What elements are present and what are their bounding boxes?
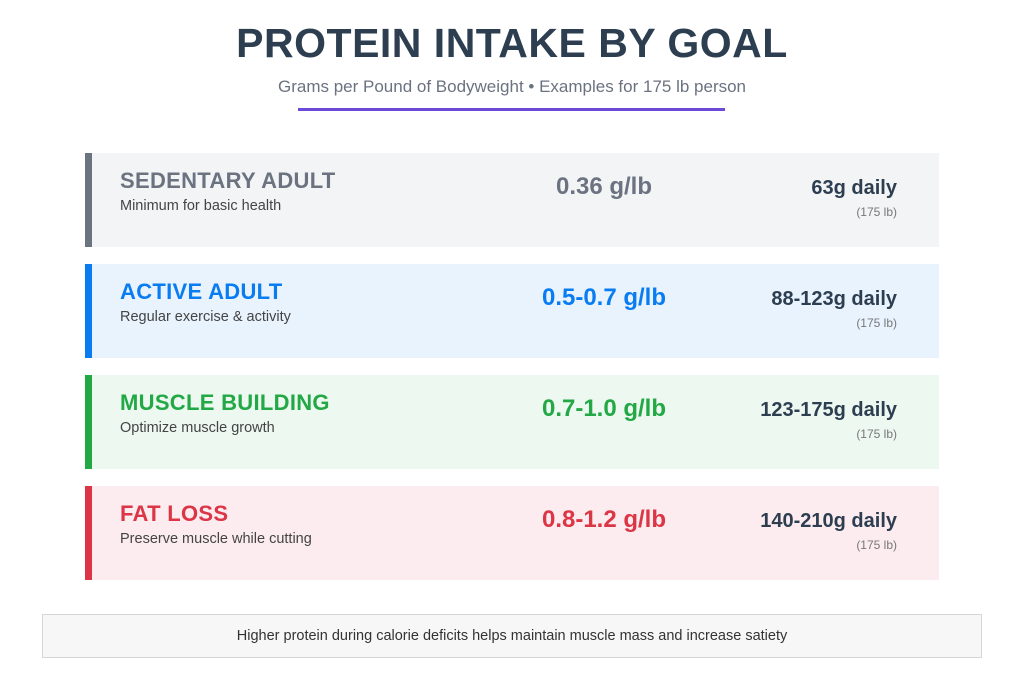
goal-name: MUSCLE BUILDING [120, 390, 330, 415]
goal-name: ACTIVE ADULT [120, 279, 283, 304]
goal-weight-note: (175 lb) [856, 205, 897, 219]
goal-card-fat-loss: FAT LOSS Preserve muscle while cutting 0… [85, 486, 939, 580]
goal-card-sedentary-adult: SEDENTARY ADULT Minimum for basic health… [85, 153, 939, 247]
page-subtitle: Grams per Pound of Bodyweight • Examples… [277, 77, 747, 96]
goal-daily-amount: 123-175g daily [760, 399, 897, 421]
goal-daily-amount: 63g daily [811, 177, 897, 199]
goal-card-active-adult: ACTIVE ADULT Regular exercise & activity… [85, 264, 939, 358]
goal-description: Preserve muscle while cutting [120, 531, 312, 547]
goal-description: Optimize muscle growth [120, 420, 275, 436]
goal-daily-amount: 88-123g daily [771, 288, 897, 310]
goal-description: Regular exercise & activity [120, 309, 291, 325]
goal-description: Minimum for basic health [120, 198, 282, 214]
footer-note: Higher protein during calorie deficits h… [42, 614, 982, 658]
goal-list: SEDENTARY ADULT Minimum for basic health… [85, 153, 939, 597]
goal-rate: 0.7-1.0 g/lb [541, 395, 667, 422]
title-underline [298, 108, 725, 111]
goal-weight-note: (175 lb) [856, 427, 897, 441]
goal-rate: 0.36 g/lb [555, 173, 653, 200]
goal-weight-note: (175 lb) [856, 538, 897, 552]
page-title: PROTEIN INTAKE BY GOAL [236, 20, 788, 66]
goal-daily-amount: 140-210g daily [760, 510, 897, 532]
goal-card-muscle-building: MUSCLE BUILDING Optimize muscle growth 0… [85, 375, 939, 469]
goal-name: SEDENTARY ADULT [120, 168, 336, 193]
goal-rate: 0.8-1.2 g/lb [541, 506, 667, 533]
goal-name: FAT LOSS [120, 501, 229, 526]
goal-weight-note: (175 lb) [856, 316, 897, 330]
goal-rate: 0.5-0.7 g/lb [541, 284, 667, 311]
